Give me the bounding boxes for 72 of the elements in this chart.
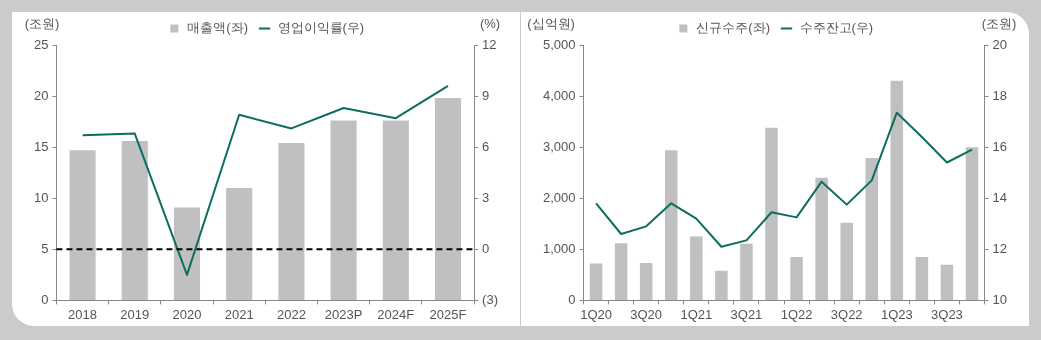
bar bbox=[278, 143, 305, 300]
y2-tick-label: 18 bbox=[992, 87, 1008, 103]
bar bbox=[840, 222, 853, 300]
y2-tick-label: 14 bbox=[992, 189, 1008, 205]
y2-tick-label: 12 bbox=[992, 240, 1008, 256]
bar bbox=[639, 263, 653, 300]
x-tick-label: 3Q23 bbox=[931, 306, 963, 322]
y-tick-label: 25 bbox=[33, 36, 49, 52]
x-tick-label: 1Q23 bbox=[880, 306, 913, 322]
x-tick-label: 1Q22 bbox=[780, 306, 813, 322]
x-tick-label: 3Q21 bbox=[730, 306, 763, 322]
legend-label: 신규수주(좌) bbox=[696, 20, 771, 36]
y2-tick-label: 3 bbox=[482, 189, 490, 205]
y2-tick-label: 10 bbox=[992, 291, 1008, 307]
x-tick-label: 3Q22 bbox=[830, 306, 863, 322]
bar bbox=[614, 243, 628, 300]
y2-tick-label: 6 bbox=[482, 138, 490, 154]
y-axis-title: (조원) bbox=[24, 16, 60, 32]
y2-tick-label: 9 bbox=[482, 87, 490, 103]
x-tick-label: 1Q20 bbox=[580, 306, 612, 322]
y-tick-label: 0 bbox=[41, 291, 49, 307]
y-tick-label: 20 bbox=[33, 87, 49, 103]
x-tick-label: 2018 bbox=[68, 306, 98, 322]
x-tick-label: 2021 bbox=[224, 306, 254, 322]
x-tick-label: 3Q20 bbox=[630, 306, 663, 322]
bar bbox=[740, 243, 753, 300]
bar bbox=[664, 150, 678, 300]
y-tick-label: 5 bbox=[41, 240, 49, 256]
bar bbox=[715, 270, 728, 300]
bar bbox=[915, 256, 929, 300]
y-tick-label: 10 bbox=[33, 189, 49, 205]
y-tick-label: 0 bbox=[568, 291, 576, 307]
bar bbox=[815, 177, 828, 300]
x-tick-label: 2022 bbox=[276, 306, 306, 322]
y2-tick-label: 16 bbox=[992, 138, 1008, 154]
x-tick-label: 2019 bbox=[120, 306, 150, 322]
y2-axis-title: (조원) bbox=[981, 16, 1017, 32]
x-tick-label: 1Q21 bbox=[680, 306, 713, 322]
bar bbox=[965, 147, 979, 300]
bar bbox=[765, 127, 778, 300]
bar bbox=[330, 120, 357, 300]
y-tick-label: 4,000 bbox=[542, 87, 576, 103]
bar bbox=[226, 188, 253, 300]
y-tick-label: 2,000 bbox=[542, 189, 576, 205]
bar bbox=[790, 256, 803, 300]
legend-label: 매출액(좌) bbox=[187, 20, 249, 36]
bar bbox=[382, 120, 409, 300]
y-tick-label: 3,000 bbox=[542, 138, 576, 154]
y-tick-label: 5,000 bbox=[542, 36, 576, 52]
y2-axis-title: (%) bbox=[479, 16, 501, 32]
y-tick-label: 1,000 bbox=[542, 240, 576, 256]
y-tick-label: 15 bbox=[33, 138, 49, 154]
y-axis-title: (십억원) bbox=[527, 16, 575, 32]
y2-tick-label: 12 bbox=[482, 36, 497, 52]
bar bbox=[69, 150, 96, 300]
bar bbox=[690, 236, 703, 300]
bar bbox=[434, 98, 462, 300]
legend-label: 영업이익률(우) bbox=[277, 20, 365, 36]
bar bbox=[865, 157, 879, 300]
x-tick-label: 2025F bbox=[429, 306, 467, 322]
x-tick-label: 2024F bbox=[377, 306, 415, 322]
bar bbox=[589, 263, 603, 300]
bar bbox=[890, 80, 904, 300]
y2-tick-label: 20 bbox=[992, 36, 1008, 52]
legend-label: 수주잔고(우) bbox=[799, 20, 874, 36]
x-tick-label: 2023P bbox=[324, 306, 363, 322]
y2-tick-label: 0 bbox=[482, 240, 490, 256]
bar bbox=[940, 264, 954, 300]
y2-tick-label: (3) bbox=[482, 291, 498, 307]
bar bbox=[121, 141, 148, 300]
bar bbox=[173, 207, 201, 300]
x-tick-label: 2020 bbox=[172, 306, 202, 322]
